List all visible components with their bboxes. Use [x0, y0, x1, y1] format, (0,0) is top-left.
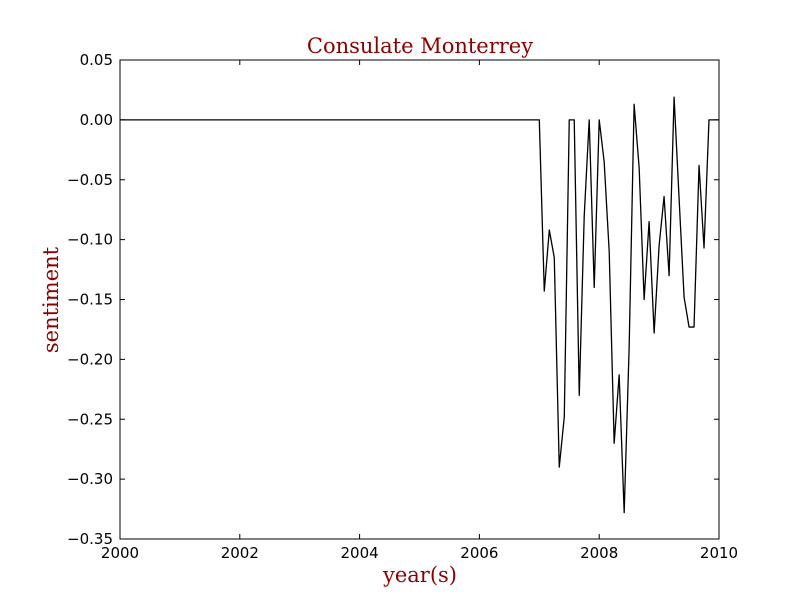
x-tick-label-1: 2002 — [221, 544, 259, 562]
plot-area — [120, 96, 719, 514]
plot-frame — [119, 59, 720, 540]
x-tick-label-2: 2004 — [341, 544, 379, 562]
y-tick-label-4: −0.15 — [67, 291, 113, 309]
x-tick-label-0: 2000 — [101, 544, 139, 562]
chart-title: Consulate Monterrey — [307, 34, 533, 58]
x-tick-label-4: 2008 — [580, 544, 618, 562]
y-tick-label-8: −0.35 — [67, 530, 113, 548]
y-tick-label-1: 0.00 — [80, 111, 113, 129]
y-axis: 0.05 0.00 −0.05 −0.10 −0.15 −0.20 −0.25 −0.30 −0… — [67, 51, 719, 548]
series-line-0 — [120, 96, 719, 514]
x-tick-label-3: 2006 — [460, 544, 498, 562]
y-tick-label-5: −0.20 — [67, 350, 113, 368]
x-axis-label: year(s) — [382, 563, 457, 587]
y-tick-label-2: −0.05 — [67, 171, 113, 189]
x-tick-label-5: 2010 — [700, 544, 738, 562]
y-tick-label-6: −0.25 — [67, 410, 113, 428]
y-axis-label: sentiment — [39, 246, 63, 353]
y-tick-label-0: 0.05 — [80, 51, 113, 69]
y-tick-label-7: −0.30 — [67, 470, 113, 488]
y-tick-label-3: −0.10 — [67, 231, 113, 249]
